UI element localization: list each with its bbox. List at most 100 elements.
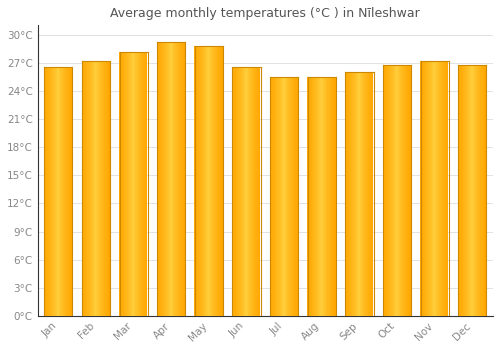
Bar <box>258 68 259 316</box>
Bar <box>276 77 277 316</box>
Bar <box>296 77 297 316</box>
Bar <box>198 46 200 316</box>
Bar <box>96 61 97 316</box>
Bar <box>244 68 245 316</box>
Title: Average monthly temperatures (°C ) in Nīleshwar: Average monthly temperatures (°C ) in Nī… <box>110 7 420 20</box>
Bar <box>90 61 92 316</box>
Bar <box>404 65 405 316</box>
Bar <box>105 61 106 316</box>
Bar <box>176 42 178 316</box>
Bar <box>142 51 143 316</box>
Bar <box>432 61 433 316</box>
Bar <box>468 65 469 316</box>
Bar <box>97 61 98 316</box>
Bar <box>50 68 51 316</box>
Bar <box>64 68 65 316</box>
Bar <box>242 68 244 316</box>
Bar <box>215 46 216 316</box>
Bar <box>128 51 129 316</box>
Bar <box>65 68 66 316</box>
Bar <box>54 68 55 316</box>
Bar <box>372 72 373 316</box>
Bar <box>107 61 108 316</box>
Bar <box>387 65 388 316</box>
Bar <box>248 68 249 316</box>
Bar <box>272 77 273 316</box>
Bar <box>436 61 437 316</box>
Bar <box>465 65 466 316</box>
Bar <box>146 51 148 316</box>
Bar <box>205 46 206 316</box>
Bar <box>403 65 404 316</box>
Bar <box>476 65 477 316</box>
Bar <box>195 46 196 316</box>
Bar <box>66 68 67 316</box>
Bar <box>370 72 371 316</box>
Bar <box>282 77 283 316</box>
Bar <box>330 77 332 316</box>
Bar <box>70 68 72 316</box>
Bar <box>293 77 294 316</box>
Bar <box>369 72 370 316</box>
Bar <box>120 51 122 316</box>
Bar <box>467 65 468 316</box>
Bar <box>58 68 59 316</box>
Bar <box>138 51 139 316</box>
Bar <box>310 77 311 316</box>
Bar <box>274 77 276 316</box>
Bar <box>295 77 296 316</box>
Bar <box>236 68 237 316</box>
Bar <box>87 61 88 316</box>
Bar <box>235 68 236 316</box>
Bar <box>317 77 318 316</box>
Bar <box>130 51 131 316</box>
Bar <box>443 61 444 316</box>
Bar <box>309 77 310 316</box>
Bar <box>322 77 323 316</box>
Bar <box>368 72 369 316</box>
Bar <box>257 68 258 316</box>
Bar <box>437 61 438 316</box>
Bar <box>217 46 218 316</box>
Bar <box>460 65 462 316</box>
Bar <box>279 77 280 316</box>
Bar <box>324 77 325 316</box>
Bar <box>194 46 195 316</box>
Bar <box>99 61 100 316</box>
Bar <box>312 77 313 316</box>
Bar <box>367 72 368 316</box>
Bar <box>93 61 94 316</box>
Bar <box>318 77 320 316</box>
Bar <box>53 68 54 316</box>
Bar <box>469 65 470 316</box>
Bar <box>470 65 472 316</box>
Bar <box>51 68 52 316</box>
Bar <box>251 68 252 316</box>
Bar <box>388 65 389 316</box>
Bar <box>356 72 357 316</box>
Bar <box>479 65 480 316</box>
Bar <box>278 77 279 316</box>
Bar <box>144 51 146 316</box>
Bar <box>245 68 246 316</box>
Bar <box>286 77 288 316</box>
Bar <box>382 65 384 316</box>
Bar <box>164 42 166 316</box>
Bar <box>132 51 134 316</box>
Bar <box>458 65 460 316</box>
Bar <box>119 51 120 316</box>
Bar <box>390 65 391 316</box>
Bar <box>108 61 109 316</box>
Bar <box>400 65 401 316</box>
Bar <box>250 68 251 316</box>
Bar <box>428 61 430 316</box>
Bar <box>442 61 443 316</box>
Bar <box>288 77 289 316</box>
Bar <box>398 65 399 316</box>
Bar <box>139 51 140 316</box>
Bar <box>232 68 233 316</box>
Bar <box>475 65 476 316</box>
Bar <box>447 61 448 316</box>
Bar <box>141 51 142 316</box>
Bar <box>410 65 411 316</box>
